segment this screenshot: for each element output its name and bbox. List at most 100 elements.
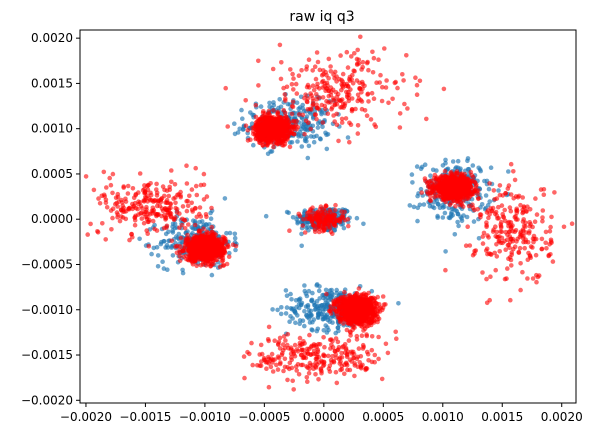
- data-point: [347, 120, 352, 126]
- data-point: [304, 84, 310, 90]
- data-point: [197, 205, 203, 210]
- data-point: [173, 195, 178, 200]
- data-point: [513, 214, 518, 219]
- data-point: [484, 210, 490, 215]
- data-point: [215, 242, 221, 247]
- data-point: [232, 235, 238, 241]
- data-point: [194, 192, 200, 198]
- data-point: [349, 108, 355, 114]
- data-point: [188, 245, 193, 251]
- data-point: [136, 199, 141, 204]
- data-point: [281, 85, 286, 91]
- data-point: [209, 272, 215, 278]
- data-point: [371, 96, 377, 101]
- data-point: [274, 140, 279, 145]
- data-point: [326, 88, 332, 94]
- data-point: [344, 49, 350, 55]
- data-point: [414, 92, 420, 97]
- data-point: [108, 208, 114, 213]
- data-point: [257, 117, 263, 122]
- data-point: [260, 133, 266, 138]
- data-point: [262, 128, 268, 133]
- data-point: [221, 263, 227, 268]
- data-point: [362, 108, 368, 113]
- data-point: [488, 206, 494, 211]
- data-point: [484, 300, 490, 306]
- data-point: [335, 325, 341, 331]
- data-point: [110, 215, 115, 221]
- data-point: [191, 236, 197, 242]
- data-point: [162, 187, 167, 193]
- data-point: [500, 211, 506, 217]
- data-point: [332, 69, 338, 75]
- data-point: [356, 61, 362, 66]
- data-point: [447, 202, 453, 207]
- data-point: [503, 229, 509, 235]
- data-point: [312, 112, 318, 117]
- data-point: [288, 291, 293, 297]
- data-point: [297, 112, 302, 117]
- data-point: [419, 190, 425, 195]
- data-point: [330, 320, 335, 325]
- data-point: [455, 219, 460, 225]
- data-point: [431, 183, 436, 188]
- data-point: [189, 225, 195, 230]
- data-point: [390, 96, 395, 102]
- data-point: [371, 55, 377, 61]
- data-point: [415, 218, 420, 224]
- data-point: [290, 71, 295, 77]
- data-point: [329, 106, 334, 112]
- data-point: [319, 111, 324, 117]
- data-point: [283, 138, 288, 144]
- data-point: [281, 107, 287, 113]
- data-point: [300, 112, 306, 118]
- data-point: [130, 201, 135, 207]
- data-point: [421, 202, 427, 207]
- data-point: [144, 207, 149, 212]
- data-point: [324, 291, 329, 297]
- data-point: [494, 229, 500, 235]
- data-point: [245, 127, 251, 133]
- data-point: [201, 197, 207, 202]
- data-point: [290, 99, 296, 105]
- data-point: [497, 234, 502, 239]
- data-point: [323, 203, 329, 208]
- data-point: [302, 131, 307, 137]
- data-point: [226, 244, 231, 249]
- data-point: [417, 202, 423, 208]
- data-point: [159, 195, 165, 201]
- data-point: [302, 323, 307, 329]
- data-point: [453, 203, 458, 209]
- data-point: [446, 215, 452, 220]
- data-point: [316, 220, 322, 226]
- data-point: [334, 79, 339, 84]
- data-point: [283, 114, 288, 119]
- data-point: [443, 249, 448, 254]
- data-point: [488, 165, 494, 170]
- data-point: [289, 307, 295, 312]
- data-point: [506, 169, 511, 174]
- data-point: [296, 132, 301, 137]
- data-point: [316, 229, 322, 235]
- data-point: [370, 49, 375, 55]
- data-point: [465, 224, 471, 229]
- data-point: [281, 132, 286, 137]
- data-point: [502, 238, 507, 244]
- data-point: [539, 236, 545, 242]
- data-point: [334, 98, 339, 104]
- data-point: [331, 113, 336, 118]
- data-point: [300, 223, 306, 228]
- data-point: [434, 176, 439, 181]
- data-point: [341, 225, 347, 231]
- data-point: [483, 248, 489, 253]
- data-point: [286, 210, 291, 216]
- data-point: [201, 171, 207, 177]
- data-point: [440, 182, 445, 188]
- data-point: [174, 250, 180, 256]
- data-point: [443, 267, 448, 273]
- data-point: [322, 313, 328, 318]
- data-point: [498, 222, 504, 227]
- data-point: [314, 102, 319, 107]
- data-point: [473, 180, 478, 186]
- data-point: [299, 144, 305, 149]
